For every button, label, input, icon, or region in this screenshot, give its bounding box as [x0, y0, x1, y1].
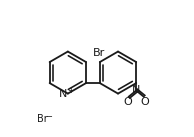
Text: O: O [124, 97, 133, 107]
Text: Br: Br [37, 114, 48, 124]
Text: O: O [140, 97, 149, 107]
Text: N: N [59, 89, 67, 99]
Text: Br: Br [93, 48, 105, 58]
Text: +: + [67, 86, 74, 95]
Text: −: − [45, 112, 52, 121]
Text: N: N [132, 85, 140, 95]
